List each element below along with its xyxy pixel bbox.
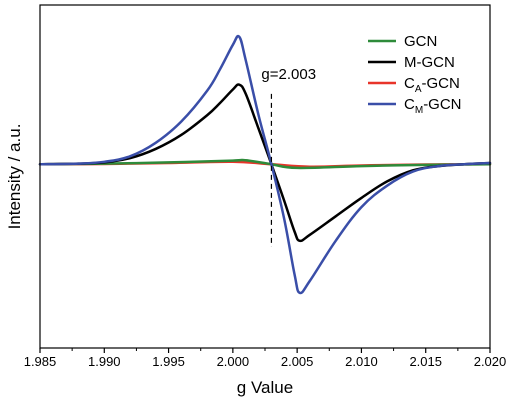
x-tick-label: 2.000 xyxy=(217,354,250,369)
plot-area xyxy=(38,34,492,295)
x-tick-label: 1.990 xyxy=(88,354,121,369)
x-tick-label: 2.010 xyxy=(345,354,378,369)
axes: 1.985 1.990 1.995 2.000 2.005 2.010 2.015 2.020 xyxy=(24,4,507,369)
series-line-cm-gcn xyxy=(38,34,492,295)
legend-label-ca-gcn: CA-GCN xyxy=(404,75,460,95)
g-value-annotation: g=2.003 xyxy=(261,66,316,83)
legend-label-gcn: GCN xyxy=(404,33,437,50)
series-line-m-gcn xyxy=(38,83,492,243)
x-axis-label: g Value xyxy=(237,378,293,397)
x-tick-label: 1.985 xyxy=(24,354,57,369)
legend-label-cm-gcn: CM-GCN xyxy=(404,96,462,116)
x-tick-label: 2.015 xyxy=(409,354,442,369)
x-tick-label: 2.005 xyxy=(281,354,314,369)
x-tick-label: 1.995 xyxy=(152,354,185,369)
y-axis-label: Intensity / a.u. xyxy=(5,124,24,230)
legend-label-m-gcn: M-GCN xyxy=(404,54,455,71)
series-line-gcn xyxy=(38,158,492,170)
x-tick-label: 2.020 xyxy=(474,354,507,369)
